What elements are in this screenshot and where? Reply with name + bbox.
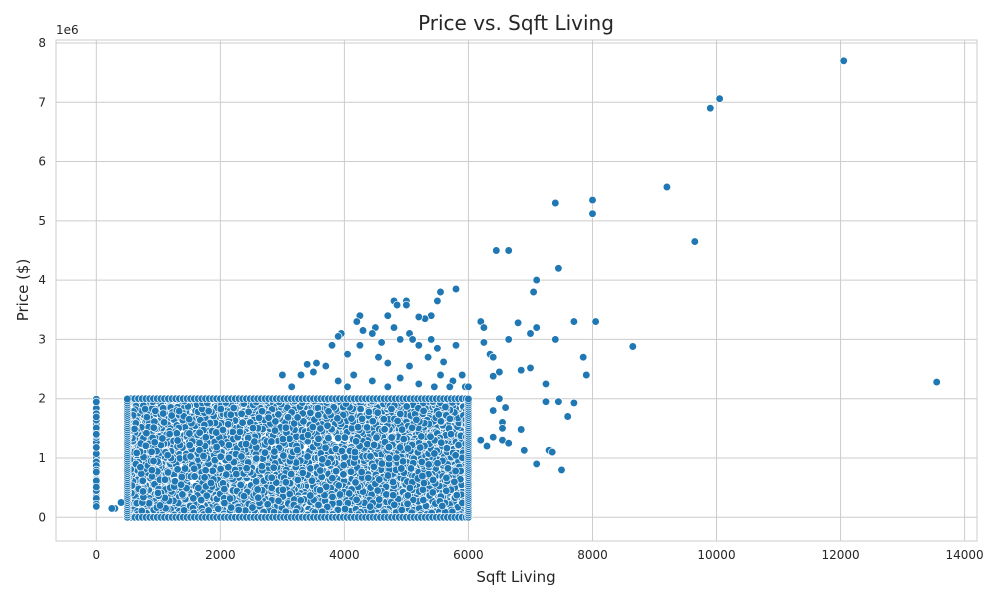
data-point <box>335 499 344 508</box>
data-point <box>279 451 288 460</box>
data-point <box>368 417 377 426</box>
data-point <box>293 475 302 485</box>
data-point <box>372 433 381 442</box>
data-point <box>418 485 428 494</box>
data-point <box>92 412 101 422</box>
data-point <box>303 452 312 461</box>
data-point <box>200 473 209 482</box>
data-point <box>333 414 342 423</box>
data-point <box>373 486 382 495</box>
data-point <box>346 467 356 476</box>
data-point <box>216 404 225 414</box>
data-point <box>314 434 323 443</box>
data-point <box>375 495 384 504</box>
data-point <box>270 426 280 435</box>
data-point <box>222 470 231 479</box>
data-point <box>270 447 279 456</box>
data-point <box>220 484 229 494</box>
data-point <box>389 491 398 500</box>
data-point <box>308 422 317 432</box>
data-point <box>214 504 223 513</box>
data-point <box>382 490 391 499</box>
data-point <box>163 468 173 477</box>
data-point <box>436 417 446 426</box>
data-point <box>144 499 154 508</box>
data-point <box>92 467 101 477</box>
data-point <box>159 418 169 427</box>
data-point <box>335 490 345 499</box>
data-point <box>208 466 217 475</box>
data-point <box>340 504 350 514</box>
data-point <box>369 462 379 471</box>
data-point <box>324 433 333 443</box>
data-point <box>373 408 382 417</box>
data-point <box>334 481 343 490</box>
data-point <box>356 404 365 414</box>
data-point <box>364 407 374 417</box>
data-point <box>402 402 411 411</box>
data-point <box>92 502 101 511</box>
data-point <box>92 482 101 492</box>
data-point <box>306 464 315 473</box>
data-point <box>269 463 278 472</box>
data-point <box>92 443 101 452</box>
data-point <box>385 454 394 463</box>
data-point <box>92 430 101 439</box>
data-point <box>165 429 174 439</box>
data-point <box>216 464 225 474</box>
data-point <box>274 410 283 419</box>
data-point <box>167 411 176 420</box>
data-point <box>433 459 442 468</box>
data-point <box>298 468 307 478</box>
data-point <box>92 397 101 407</box>
scatter-points <box>92 56 941 522</box>
data-point <box>321 443 330 452</box>
data-point <box>419 495 428 505</box>
data-point <box>357 414 367 423</box>
data-point <box>224 453 234 462</box>
data-point <box>201 466 210 475</box>
data-point <box>185 429 194 438</box>
data-point <box>155 501 165 510</box>
data-point <box>195 438 204 448</box>
data-point <box>267 437 276 446</box>
data-point <box>417 457 426 467</box>
data-point <box>306 408 315 417</box>
data-point <box>172 429 181 438</box>
data-point <box>316 424 325 433</box>
data-point <box>227 503 236 512</box>
data-point <box>252 454 261 463</box>
data-point <box>189 494 198 503</box>
data-point <box>303 430 313 440</box>
data-point <box>142 413 152 422</box>
data-point <box>388 477 398 487</box>
data-point <box>442 486 451 495</box>
data-point <box>328 474 337 483</box>
data-point <box>150 438 159 447</box>
data-point <box>179 506 189 515</box>
data-point <box>323 421 332 430</box>
data-point <box>281 423 291 432</box>
data-point <box>452 491 461 500</box>
data-point <box>339 470 348 479</box>
data-point <box>251 477 261 486</box>
data-point <box>238 418 247 427</box>
